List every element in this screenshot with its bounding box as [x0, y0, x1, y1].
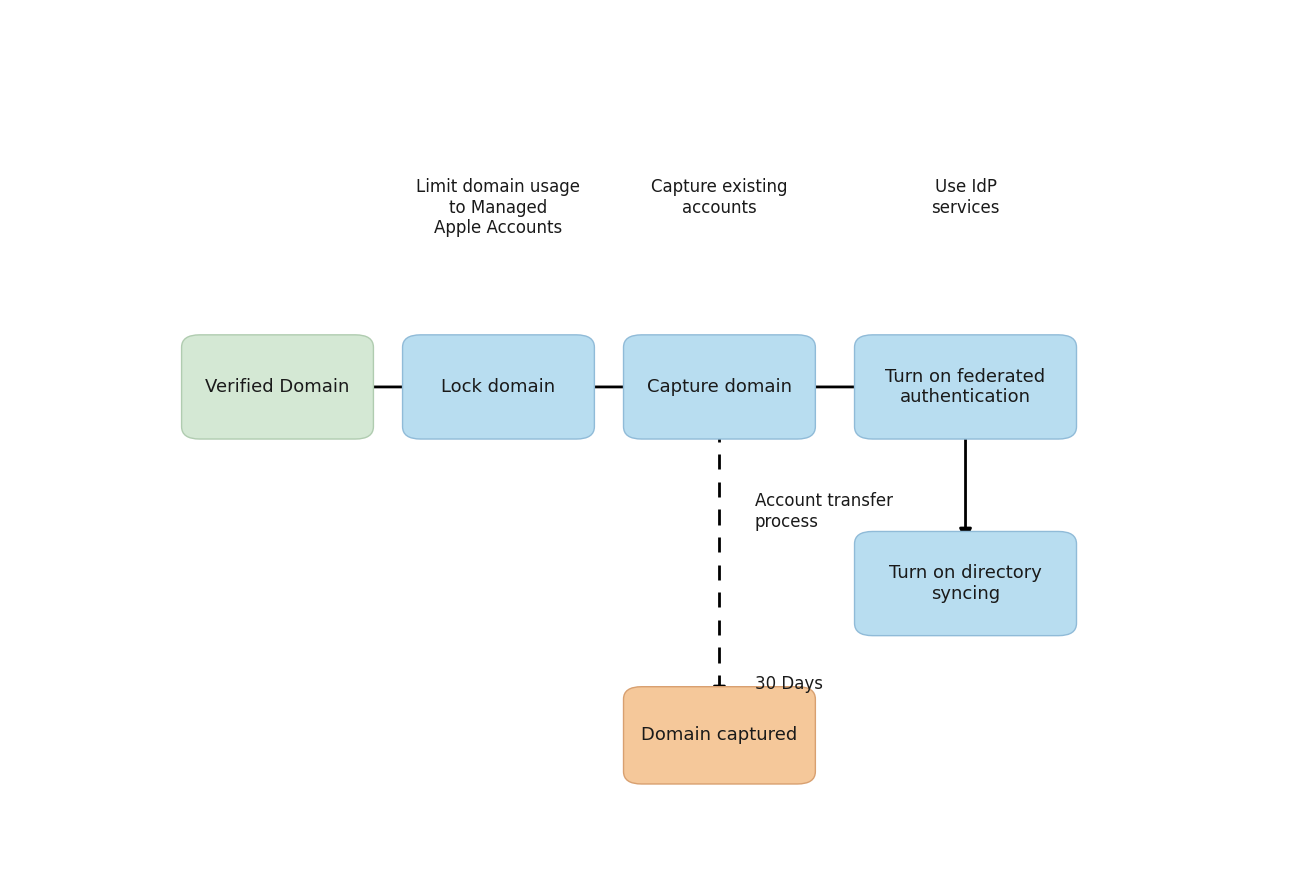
- Text: Verified Domain: Verified Domain: [205, 378, 350, 396]
- FancyBboxPatch shape: [181, 335, 373, 439]
- Text: Use IdP
services: Use IdP services: [932, 177, 999, 217]
- Text: Capture existing
accounts: Capture existing accounts: [651, 177, 788, 217]
- Text: Lock domain: Lock domain: [442, 378, 556, 396]
- FancyBboxPatch shape: [854, 531, 1077, 635]
- Text: Turn on directory
syncing: Turn on directory syncing: [889, 564, 1042, 603]
- Text: Domain captured: Domain captured: [642, 727, 797, 745]
- Text: Limit domain usage
to Managed
Apple Accounts: Limit domain usage to Managed Apple Acco…: [416, 177, 581, 237]
- FancyBboxPatch shape: [623, 686, 815, 784]
- Text: Capture domain: Capture domain: [647, 378, 792, 396]
- FancyBboxPatch shape: [623, 335, 815, 439]
- FancyBboxPatch shape: [854, 335, 1077, 439]
- Text: Account transfer
process: Account transfer process: [754, 492, 893, 530]
- Text: 30 Days: 30 Days: [754, 675, 823, 693]
- Text: Turn on federated
authentication: Turn on federated authentication: [885, 367, 1046, 407]
- FancyBboxPatch shape: [403, 335, 595, 439]
